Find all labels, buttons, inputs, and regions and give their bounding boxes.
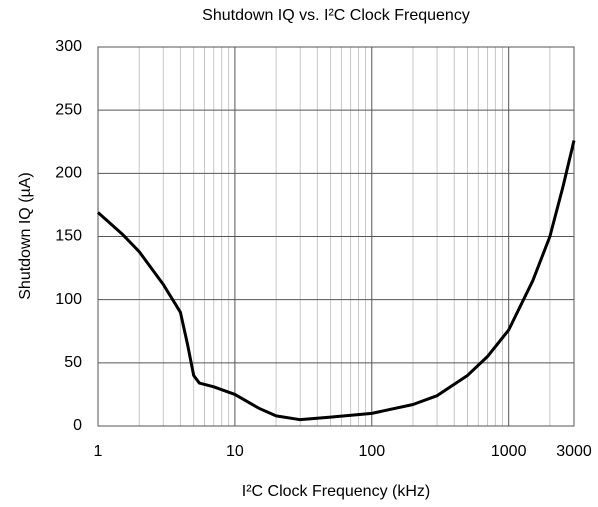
- line: [97, 140, 576, 422]
- y-tick-label: 0: [73, 417, 82, 434]
- x-tick-label: 1: [94, 443, 103, 460]
- y-tick-label: 100: [55, 291, 82, 308]
- x-tick-label: 10: [226, 443, 244, 460]
- y-tick-label: 200: [55, 165, 82, 182]
- x-tick-label: 3000: [556, 443, 592, 460]
- y-tick-label: 250: [55, 101, 82, 118]
- y-axis-label: Shutdown IQ (µA): [17, 172, 34, 300]
- x-axis-label: I²C Clock Frequency (kHz): [242, 483, 430, 500]
- plot-border: [97, 46, 575, 427]
- x-tick-label: 1000: [491, 443, 527, 460]
- x-tick-label: 100: [358, 443, 385, 460]
- y-tick-label: 300: [55, 38, 82, 55]
- chart-title: Shutdown IQ vs. I²C Clock Frequency: [202, 7, 470, 24]
- y-tick-label: 50: [64, 354, 82, 371]
- y-tick-label: 150: [55, 228, 82, 245]
